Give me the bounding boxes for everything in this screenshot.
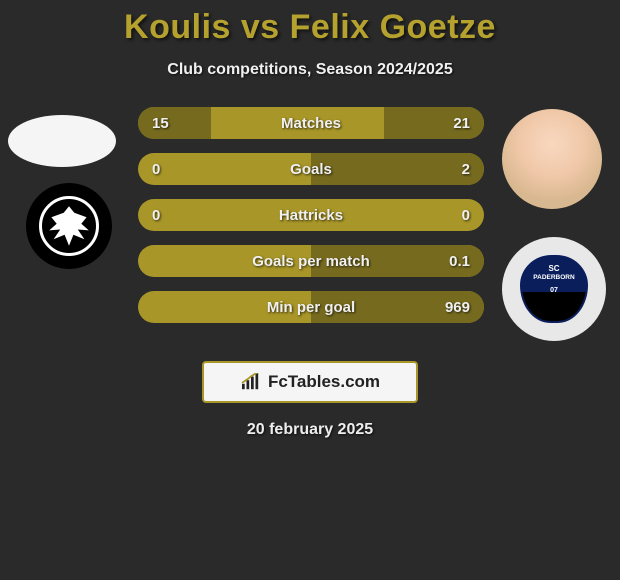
stat-right-value: 0.1 bbox=[412, 253, 484, 270]
stat-label: Goals bbox=[210, 161, 412, 178]
comparison-body: SC PADERBORN 07 15Matches210Goals20Hattr… bbox=[0, 107, 620, 347]
shield-line-1: SC bbox=[548, 265, 559, 274]
bars-chart-icon bbox=[240, 373, 262, 391]
stat-row: 0Goals2 bbox=[138, 153, 484, 185]
stat-label: Matches bbox=[210, 115, 412, 132]
stat-label: Hattricks bbox=[210, 207, 412, 224]
player-right-avatar bbox=[502, 109, 602, 209]
stat-right-value: 21 bbox=[412, 115, 484, 132]
stat-row: Min per goal969 bbox=[138, 291, 484, 323]
stat-right-value: 969 bbox=[412, 299, 484, 316]
player-right-club-badge: SC PADERBORN 07 bbox=[502, 237, 606, 341]
shield-line-2: PADERBORN bbox=[533, 274, 574, 281]
preussen-badge-icon bbox=[39, 196, 99, 256]
page-title: Koulis vs Felix Goetze bbox=[0, 8, 620, 47]
stat-row: 0Hattricks0 bbox=[138, 199, 484, 231]
stat-left-value: 0 bbox=[138, 161, 210, 178]
comparison-date: 20 february 2025 bbox=[0, 421, 620, 439]
stat-right-value: 2 bbox=[412, 161, 484, 178]
branding-box[interactable]: FcTables.com bbox=[202, 361, 418, 403]
stat-right-value: 0 bbox=[412, 207, 484, 224]
shield-line-3: 07 bbox=[550, 287, 558, 295]
comparison-card: Koulis vs Felix Goetze Club competitions… bbox=[0, 0, 620, 439]
stat-label: Goals per match bbox=[210, 253, 412, 270]
player-left-avatar bbox=[8, 115, 116, 167]
stat-bars: 15Matches210Goals20Hattricks0Goals per m… bbox=[138, 107, 484, 337]
stat-row: 15Matches21 bbox=[138, 107, 484, 139]
stat-label: Min per goal bbox=[210, 299, 412, 316]
paderborn-badge-icon: SC PADERBORN 07 bbox=[520, 255, 588, 323]
player-left-club-badge bbox=[26, 183, 112, 269]
branding-text: FcTables.com bbox=[268, 372, 380, 392]
eagle-icon bbox=[47, 204, 91, 248]
subtitle: Club competitions, Season 2024/2025 bbox=[0, 61, 620, 79]
stat-row: Goals per match0.1 bbox=[138, 245, 484, 277]
stat-left-value: 0 bbox=[138, 207, 210, 224]
stat-left-value: 15 bbox=[138, 115, 210, 132]
